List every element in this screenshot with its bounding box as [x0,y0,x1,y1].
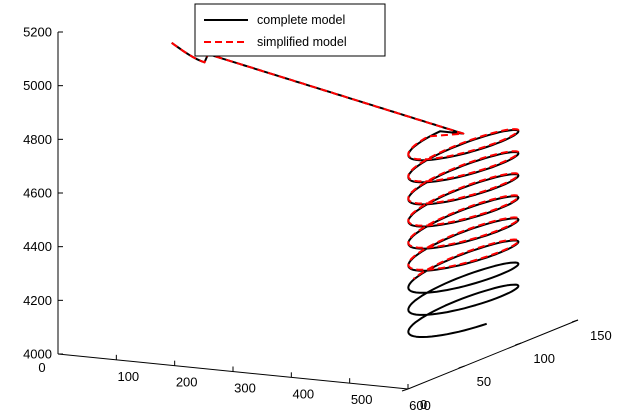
y-tick-mark [571,319,579,323]
series-line-complete-model [171,41,520,338]
legend: complete model simplified model [194,3,386,57]
x-axis-ticks: 0 100 200 300 400 500 600 [38,349,431,412]
y-tick-label: 50 [477,374,491,389]
x-tick-label: 500 [351,392,373,407]
legend-label-complete-model: complete model [257,13,345,27]
series-line-simplified-model [171,41,520,280]
y-tick-label: 0 [420,397,427,412]
x-tick-label: 100 [117,369,139,384]
legend-label-simplified-model: simplified model [257,35,347,49]
z-tick-label: 5000 [23,78,52,93]
z-tick-label: 4200 [23,293,52,308]
z-tick-label: 4400 [23,239,52,254]
x-tick-label: 0 [38,360,45,375]
y-tick-mark [401,388,409,392]
z-tick-label: 4800 [23,132,52,147]
y-tick-label: 150 [590,328,612,343]
z-axis-ticks: 4000 4200 4400 4600 4800 5000 5200 [23,25,63,362]
x-tick-label: 300 [234,381,256,396]
legend-box [194,3,386,57]
x-tick-label: 600 [409,398,431,412]
x-tick-label: 400 [292,386,314,401]
z-tick-label: 4600 [23,186,52,201]
x-tick-label: 200 [176,375,198,390]
y-axis-line [407,319,579,390]
z-tick-label: 4000 [23,347,52,362]
series-layer [171,41,520,338]
y-axis-ticks: 0 50 100 150 [401,319,612,412]
y-tick-label: 100 [533,351,555,366]
y-tick-mark [458,365,465,369]
y-tick-mark [515,342,522,346]
z-tick-label: 5200 [23,25,52,40]
